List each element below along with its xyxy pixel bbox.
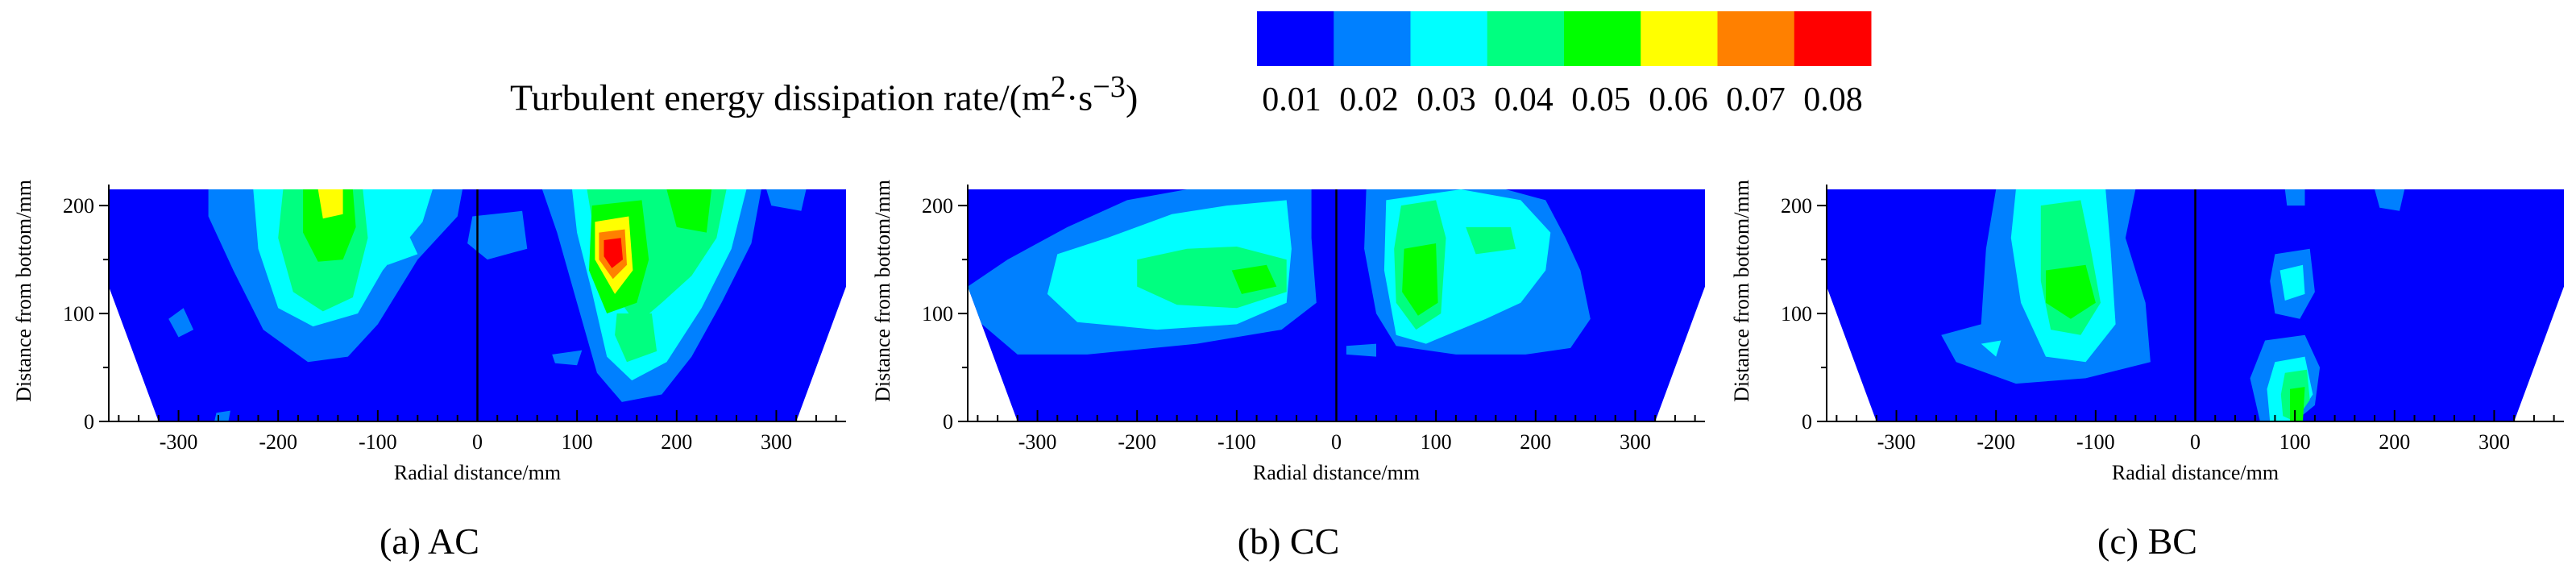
x-tick-label: -100 <box>359 430 397 454</box>
x-tick-label: -300 <box>1877 430 1916 454</box>
x-tick-label: 100 <box>1421 430 1452 454</box>
contour-level-region <box>1346 343 1376 357</box>
colorbar-tick-label: 0.04 <box>1494 81 1553 118</box>
x-tick-label: -100 <box>2076 430 2115 454</box>
colorbar-cells <box>1257 11 1872 66</box>
panel-caption-ac: (a) AC <box>380 521 479 562</box>
colorbar-cell <box>1794 11 1872 66</box>
contour-level-region <box>2375 189 2405 211</box>
colorbar-title: Turbulent energy dissipation rate/(m2·s−… <box>510 70 1139 118</box>
y-tick-label: 0 <box>1802 410 1812 434</box>
contour-plot-bc: -300 -200 -100 0 100 200 300 0 100 200 Radial dist… <box>1730 180 2564 484</box>
x-tick-label: 100 <box>562 430 593 454</box>
colorbar-tick-label: 0.07 <box>1726 81 1786 118</box>
y-tick-label: 0 <box>84 410 94 434</box>
x-axis-title: Radial distance/mm <box>1253 461 1420 484</box>
x-tick-label: -300 <box>160 430 198 454</box>
y-tick-label: 200 <box>63 194 94 218</box>
x-tick-label: 100 <box>2279 430 2311 454</box>
y-axis-title: Distance from bottom/mm <box>871 180 894 402</box>
colorbar-cell <box>1641 11 1718 66</box>
contour-level-region <box>317 189 343 219</box>
panel-caption-bc: (c) BC <box>2097 521 2197 562</box>
contour-level-region <box>168 308 194 338</box>
contour-level-region <box>1466 226 1516 255</box>
x-tick-label: 300 <box>761 430 792 454</box>
colorbar-cell <box>1717 11 1795 66</box>
y-tick-label: 100 <box>1781 302 1812 326</box>
colorbar-tick-label: 0.02 <box>1339 81 1399 118</box>
contour-level-region <box>2290 387 2305 421</box>
contour-level-region <box>1981 340 2001 357</box>
x-tick-label: 200 <box>2379 430 2410 454</box>
x-axis-title: Radial distance/mm <box>2112 461 2279 484</box>
panel-cc: -300 -200 -100 0 100 200 300 0 100 200 Radial dist… <box>859 149 1718 581</box>
contour-level-region <box>2279 264 2305 301</box>
contour-plot-ac: -300 -200 -100 0 100 200 300 0 100 200 Radial dist… <box>12 180 846 484</box>
colorbar-cell <box>1334 11 1411 66</box>
contour-level-region <box>552 350 583 366</box>
contour-regions <box>968 189 1591 357</box>
x-tick-label: 200 <box>1520 430 1551 454</box>
y-tick-label: 200 <box>1781 194 1812 218</box>
x-tick-label: 0 <box>2190 430 2201 454</box>
colorbar-tick-label: 0.01 <box>1262 81 1321 118</box>
contour-level-region <box>467 210 528 260</box>
colorbar-tick-label: 0.06 <box>1649 81 1708 118</box>
contour-level-region <box>666 189 712 233</box>
contour-level-region <box>377 232 418 265</box>
contour-level-region <box>1137 247 1287 309</box>
contour-level-region <box>2284 189 2305 206</box>
colorbar-cell <box>1410 11 1488 66</box>
contour-level-region <box>2046 264 2096 319</box>
colorbar-tick-label: 0.08 <box>1803 81 1863 118</box>
colorbar-labels: 0.01 0.02 0.03 0.04 0.05 0.06 0.07 0.08 <box>1262 81 1863 118</box>
contour-level-region <box>1402 243 1438 316</box>
x-axis-title: Radial distance/mm <box>394 461 561 484</box>
panel-caption-cc: (b) CC <box>1237 521 1340 562</box>
colorbar-tick-label: 0.05 <box>1571 81 1631 118</box>
colorbar-cell <box>1564 11 1641 66</box>
y-tick-label: 200 <box>922 194 953 218</box>
x-tick-label: 200 <box>661 430 692 454</box>
contour-level-region <box>1231 264 1277 294</box>
panel-bc: -300 -200 -100 0 100 200 300 0 100 200 Radial dist… <box>1718 149 2576 581</box>
y-axis-title: Distance from bottom/mm <box>12 180 35 402</box>
x-tick-label: -200 <box>1118 430 1156 454</box>
x-tick-label: -200 <box>1977 430 2015 454</box>
x-tick-label: 0 <box>472 430 483 454</box>
contour-level-region <box>604 238 623 268</box>
x-tick-label: 0 <box>1331 430 1342 454</box>
panel-ac: -300 -200 -100 0 100 200 300 0 100 200 Radial dist… <box>0 149 859 581</box>
colorbar-cell <box>1487 11 1565 66</box>
y-axis-title: Distance from bottom/mm <box>1730 180 1753 402</box>
y-tick-label: 0 <box>943 410 953 434</box>
colorbar-legend: 0.01 0.02 0.03 0.04 0.05 0.06 0.07 0.08 <box>1257 11 1872 118</box>
contour-regions <box>1941 189 2405 421</box>
x-tick-label: -200 <box>259 430 297 454</box>
x-tick-label: 300 <box>2479 430 2510 454</box>
y-tick-label: 100 <box>63 302 94 326</box>
contour-regions <box>168 189 807 421</box>
colorbar-tick-label: 0.03 <box>1417 81 1476 118</box>
contour-level-region <box>766 189 807 211</box>
contour-plot-cc: -300 -200 -100 0 100 200 300 0 100 200 Radial dist… <box>871 180 1705 484</box>
colorbar-cell <box>1257 11 1334 66</box>
y-tick-label: 100 <box>922 302 953 326</box>
x-tick-label: 300 <box>1620 430 1651 454</box>
x-tick-label: -300 <box>1018 430 1057 454</box>
x-tick-label: -100 <box>1217 430 1256 454</box>
contour-level-region <box>615 313 657 363</box>
